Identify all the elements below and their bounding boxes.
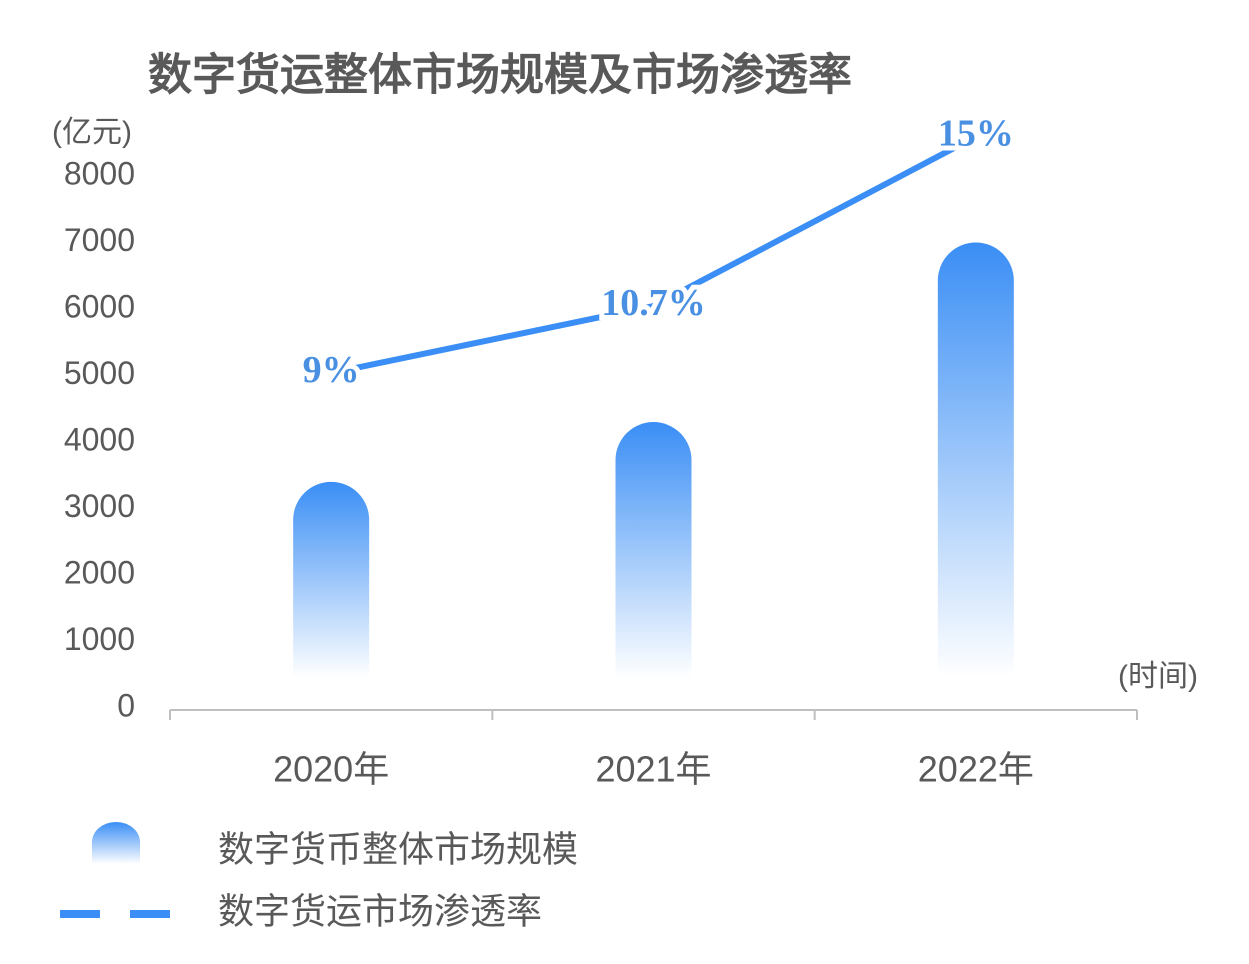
bar <box>615 422 692 678</box>
y-tick-label: 5000 <box>64 355 135 391</box>
legend-swatch <box>92 822 140 864</box>
bar <box>937 242 1014 678</box>
x-tick-label: 2021年 <box>595 749 711 790</box>
legend-label: 数字货币整体市场规模 <box>218 829 578 870</box>
y-tick-label: 0 <box>117 687 135 723</box>
y-tick-label: 2000 <box>64 554 135 590</box>
y-tick-label: 1000 <box>64 621 135 657</box>
chart-title: 数字货运整体市场规模及市场渗透率 <box>148 51 852 100</box>
legend-label: 数字货运市场渗透率 <box>218 891 542 932</box>
data-label: 15% <box>938 112 1014 154</box>
x-tick-label: 2022年 <box>918 749 1034 790</box>
x-tick-label: 2020年 <box>273 749 389 790</box>
y-tick-label: 7000 <box>64 222 135 258</box>
data-label: 9% <box>303 349 360 391</box>
bar <box>293 481 370 678</box>
line <box>330 133 978 376</box>
y-tick-label: 4000 <box>64 421 135 457</box>
y-tick-label: 8000 <box>64 155 135 191</box>
y-axis-label: (亿元) <box>52 116 132 149</box>
data-label: 10.7% <box>601 282 706 324</box>
y-tick-label: 3000 <box>64 488 135 524</box>
y-tick-label: 6000 <box>64 288 135 324</box>
x-axis-label: (时间) <box>1118 660 1198 693</box>
